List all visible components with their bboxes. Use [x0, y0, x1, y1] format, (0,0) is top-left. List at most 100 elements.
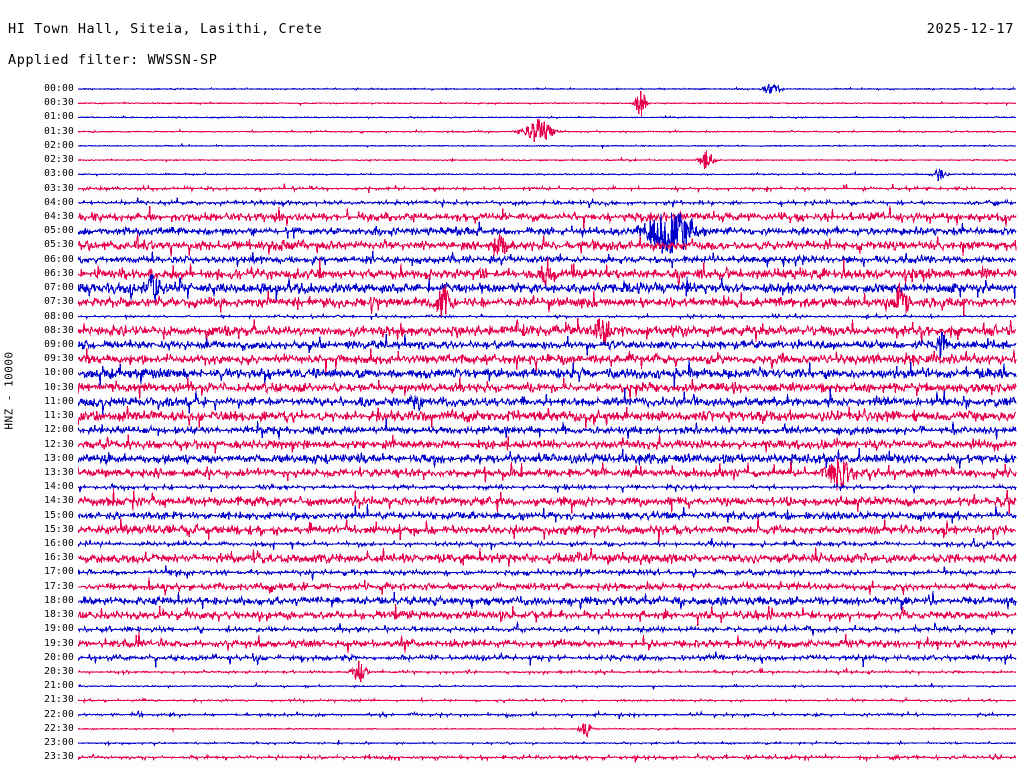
time-tick-label: 22:00	[44, 708, 74, 720]
seismic-trace	[78, 538, 1017, 550]
time-tick-label: 23:00	[44, 737, 74, 749]
time-tick-label: 08:00	[44, 310, 74, 322]
seismic-trace	[78, 547, 1017, 567]
time-tick-label: 10:00	[44, 367, 74, 379]
seismic-trace	[78, 631, 1017, 654]
time-tick-label: 02:00	[44, 139, 74, 151]
applied-filter-label: Applied filter: WWSSN-SP	[8, 52, 218, 68]
seismic-trace	[78, 577, 1017, 596]
time-tick-label: 07:00	[44, 282, 74, 294]
time-tick-label: 23:30	[44, 751, 74, 763]
seismic-trace	[78, 418, 1017, 440]
time-tick-label: 18:30	[44, 609, 74, 621]
time-tick-label: 05:00	[44, 225, 74, 237]
time-tick-label: 07:30	[44, 296, 74, 308]
seismic-trace	[78, 458, 1017, 491]
time-tick-label: 14:30	[44, 495, 74, 507]
time-tick-label: 08:30	[44, 324, 74, 336]
seismic-trace	[78, 504, 1017, 524]
time-tick-label: 13:00	[44, 452, 74, 464]
time-tick-label: 13:30	[44, 466, 74, 478]
time-tick-label: 20:00	[44, 651, 74, 663]
seismic-trace	[78, 82, 1017, 95]
time-tick-label: 20:30	[44, 666, 74, 678]
seismic-trace	[78, 387, 1017, 415]
seismic-trace	[78, 752, 1017, 763]
seismic-trace	[78, 348, 1017, 375]
time-tick-label: 12:30	[44, 438, 74, 450]
time-tick-label: 19:00	[44, 623, 74, 635]
time-tick-label: 19:30	[44, 637, 74, 649]
seismic-trace	[78, 273, 1017, 303]
seismic-traces	[78, 80, 1018, 770]
time-tick-label: 21:00	[44, 680, 74, 692]
time-tick-labels: 00:00 00:30 01:00 01:30 02:00 02:30 03:00 03:30…	[20, 80, 74, 770]
seismic-trace	[78, 197, 1017, 208]
time-tick-label: 15:00	[44, 509, 74, 521]
time-tick-label: 17:30	[44, 580, 74, 592]
time-tick-label: 16:30	[44, 552, 74, 564]
seismic-trace	[78, 516, 1017, 543]
seismic-trace	[78, 205, 1017, 230]
seismic-trace	[78, 233, 1017, 257]
seismic-trace	[78, 621, 1017, 636]
seismic-trace	[78, 114, 1017, 120]
record-date: 2025-12-17	[926, 21, 1014, 37]
time-tick-label: 12:00	[44, 424, 74, 436]
time-tick-label: 00:00	[44, 83, 74, 94]
seismic-trace	[78, 212, 1017, 254]
seismic-trace	[78, 311, 1017, 321]
seismic-trace	[78, 167, 1017, 182]
time-tick-label: 00:30	[44, 97, 74, 109]
seismic-trace	[78, 660, 1017, 682]
time-tick-label: 16:00	[44, 538, 74, 550]
seismic-trace	[78, 282, 1017, 318]
time-tick-label: 06:00	[44, 253, 74, 265]
time-tick-label: 15:30	[44, 523, 74, 535]
seismic-trace	[78, 709, 1017, 720]
trace-canvas	[78, 80, 1018, 770]
seismic-trace	[78, 723, 1017, 739]
seismic-trace	[78, 482, 1017, 494]
time-tick-label: 18:00	[44, 594, 74, 606]
helicorder-plot: 00:00 00:30 01:00 01:30 02:00 02:30 03:00 03:30…	[0, 80, 1024, 770]
time-tick-label: 09:30	[44, 353, 74, 365]
seismic-trace	[78, 359, 1017, 388]
time-tick-label: 01:30	[44, 125, 74, 137]
time-tick-label: 14:00	[44, 481, 74, 493]
seismic-trace	[78, 317, 1017, 346]
seismic-trace	[78, 118, 1017, 143]
seismic-trace	[78, 448, 1017, 469]
seismic-trace	[78, 376, 1017, 400]
time-tick-label: 17:00	[44, 566, 74, 578]
time-tick-label: 05:30	[44, 239, 74, 251]
time-tick-label: 02:30	[44, 154, 74, 166]
seismic-trace	[78, 405, 1017, 428]
seismic-trace	[78, 739, 1017, 747]
time-tick-label: 11:30	[44, 410, 74, 422]
time-tick-label: 11:00	[44, 395, 74, 407]
seismic-trace	[78, 488, 1017, 514]
time-tick-label: 01:00	[44, 111, 74, 123]
seismic-trace	[78, 150, 1017, 170]
seismic-trace	[78, 331, 1017, 358]
time-tick-label: 09:00	[44, 338, 74, 350]
seismic-trace	[78, 257, 1017, 289]
seismic-trace	[78, 696, 1017, 704]
time-tick-label: 04:00	[44, 196, 74, 208]
seismic-trace	[78, 604, 1017, 626]
time-tick-label: 10:30	[44, 381, 74, 393]
seismic-trace	[78, 651, 1017, 668]
seismic-trace	[78, 90, 1017, 117]
seismic-trace	[78, 565, 1017, 581]
time-tick-label: 06:30	[44, 267, 74, 279]
seismic-trace	[78, 183, 1017, 194]
time-tick-label: 21:30	[44, 694, 74, 706]
time-tick-label: 03:30	[44, 182, 74, 194]
time-tick-label: 22:30	[44, 722, 74, 734]
time-tick-label: 04:30	[44, 210, 74, 222]
seismic-trace	[78, 434, 1017, 454]
time-tick-label: 03:00	[44, 168, 74, 180]
seismic-trace	[78, 142, 1017, 150]
